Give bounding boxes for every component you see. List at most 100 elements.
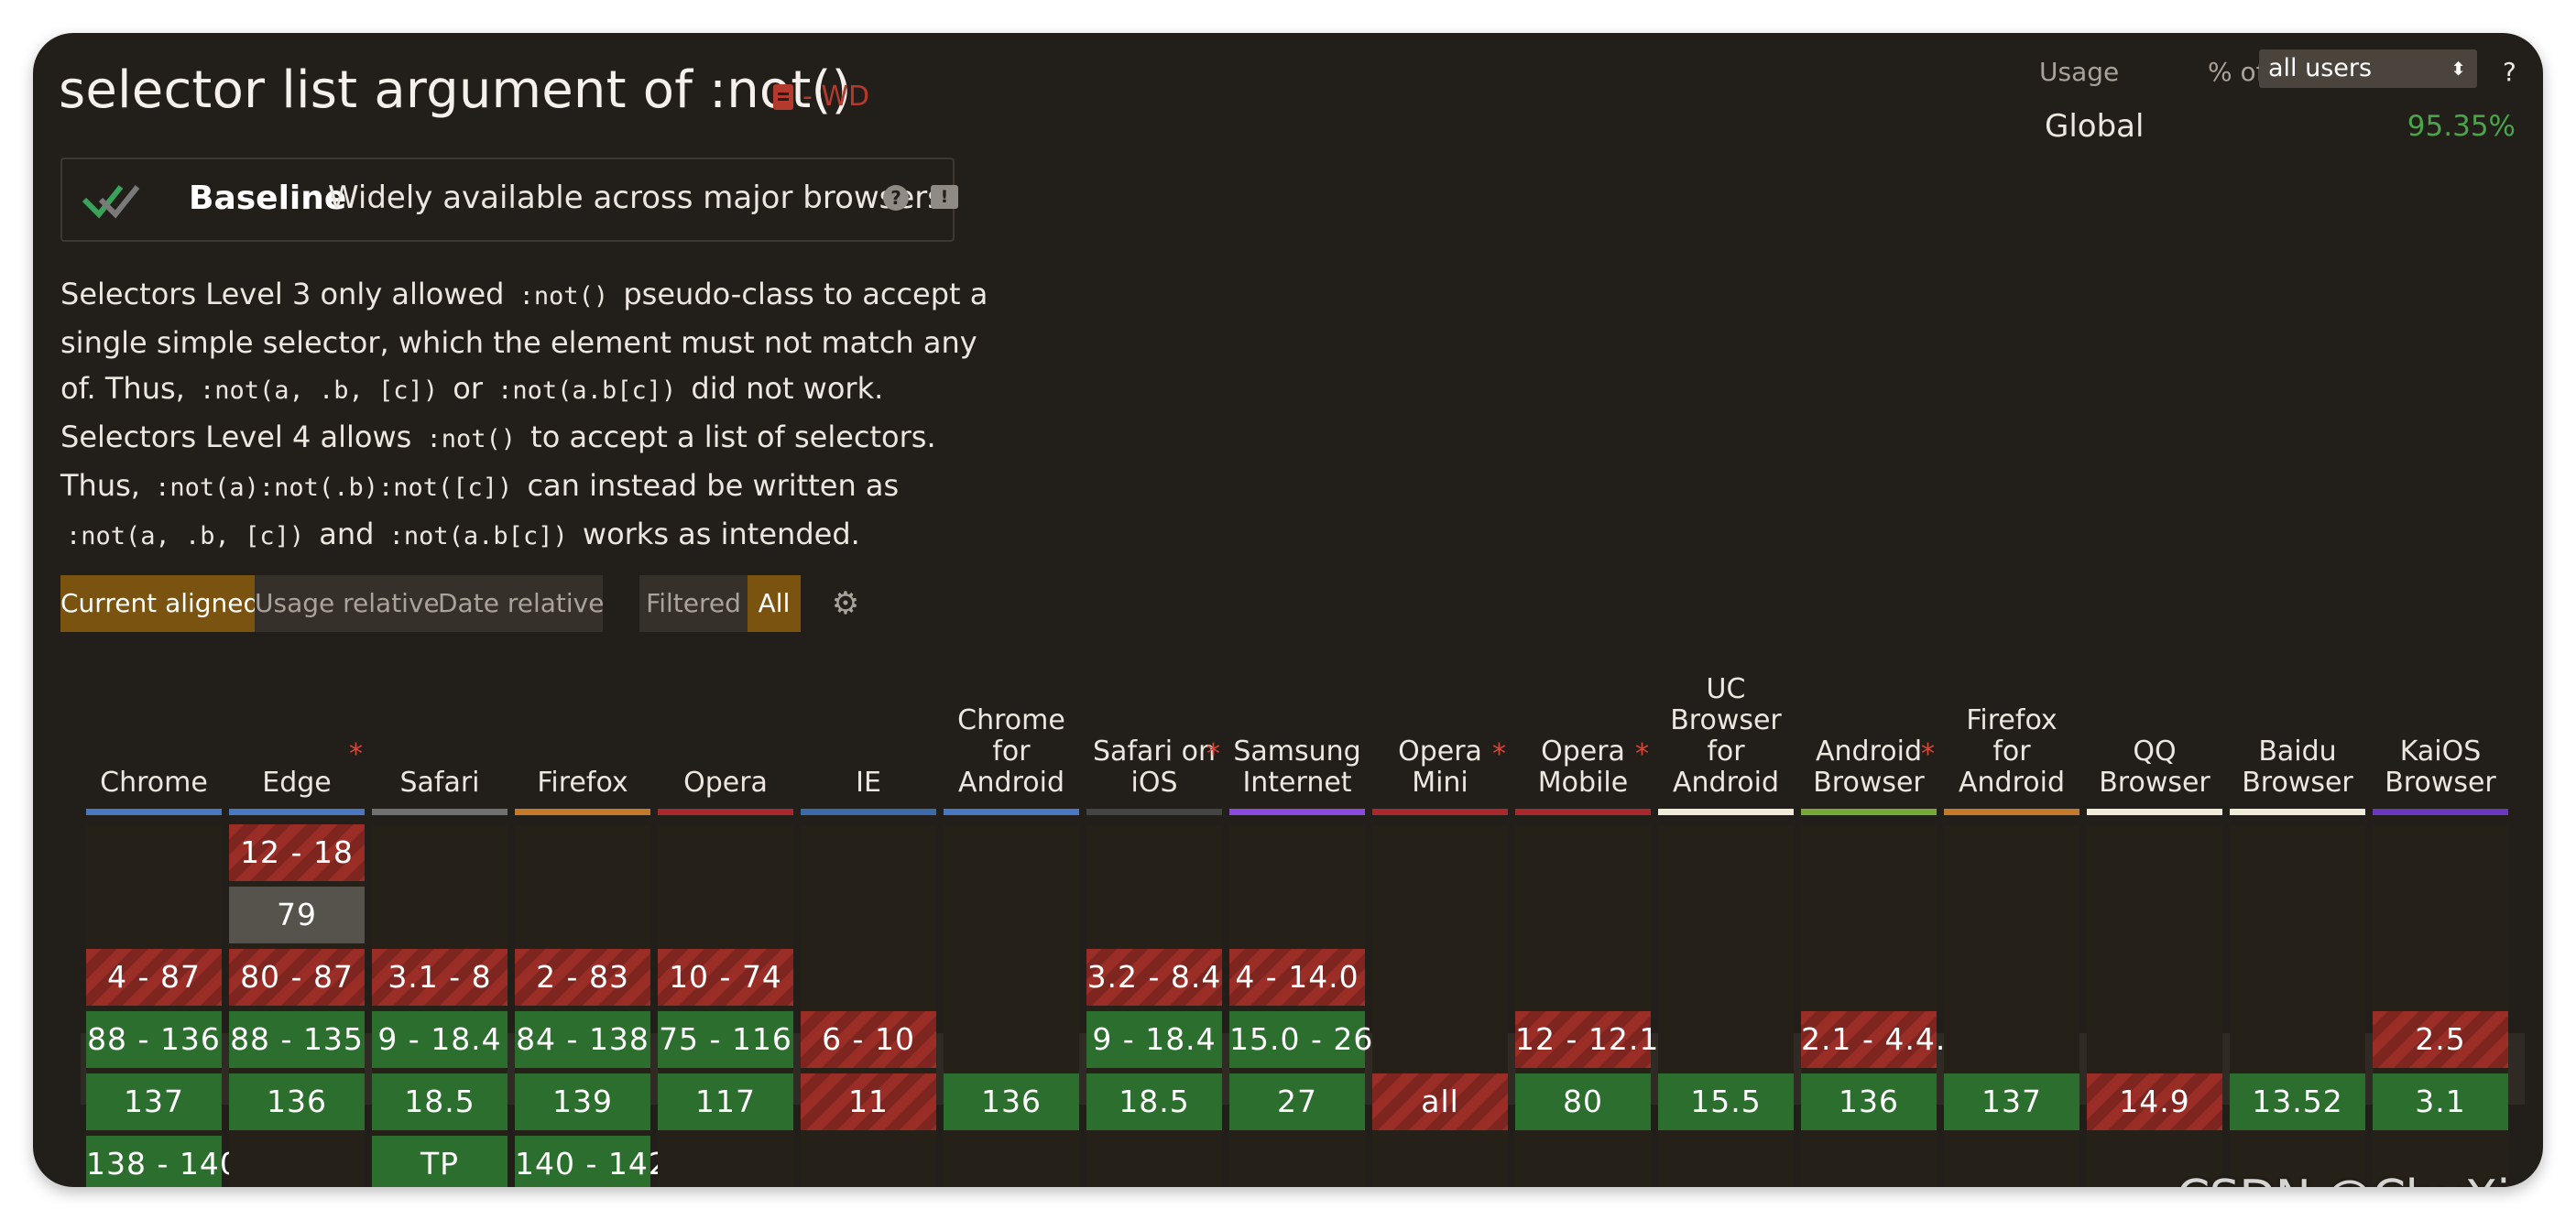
support-cell[interactable]: 10 - 74 (658, 949, 793, 1006)
browser-column (1658, 826, 1794, 1187)
usage-help-link[interactable]: ? (2503, 57, 2516, 87)
browser-name-line: Firefox (537, 767, 628, 799)
support-cell[interactable]: 3.1 - 8 (372, 949, 508, 1006)
support-cell[interactable]: 80 - 87 (229, 949, 365, 1006)
browser-column (515, 826, 650, 1187)
support-cell[interactable]: 12 - 18 (229, 824, 365, 881)
feature-description: Selectors Level 3 only allowed :not() ps… (60, 271, 1013, 560)
spec-status-link[interactable]: - WD (773, 81, 869, 113)
support-cell[interactable]: 9 - 18.4 (372, 1011, 508, 1068)
support-cell[interactable]: 80 (1515, 1073, 1651, 1130)
description-text: single simple selector, which the elemen… (60, 325, 977, 360)
support-cell[interactable]: 88 - 136 (86, 1011, 222, 1068)
browser-name-line: Android (1959, 767, 2065, 799)
browser-name-line: Opera (683, 767, 768, 799)
support-cell[interactable]: 11 (801, 1073, 936, 1130)
all-button[interactable]: All (748, 575, 801, 632)
support-cell[interactable]: 140 - 142 (515, 1136, 668, 1187)
browser-note-star[interactable]: * (1206, 738, 1220, 770)
support-cell[interactable]: all (1372, 1073, 1508, 1130)
browser-note-star[interactable]: * (1635, 738, 1649, 770)
browser-name-line: Android (1673, 767, 1779, 799)
browser-name: Opera Mobile (1515, 736, 1651, 799)
browser-name-line: IE (856, 767, 881, 799)
support-cell[interactable]: 136 (944, 1073, 1079, 1130)
support-cell[interactable]: 3.1 (2373, 1073, 2508, 1130)
support-cell[interactable]: 138 - 140 (86, 1136, 239, 1187)
support-cell[interactable]: 15.5 (1658, 1073, 1794, 1130)
browser-name: UC Browser for Android (1658, 674, 1794, 799)
browser-note-star[interactable]: * (1492, 738, 1506, 770)
browser-color-bar (1086, 809, 1222, 815)
global-usage-label: Global (2045, 108, 2145, 145)
description-text: and (310, 517, 384, 551)
current-aligned-button[interactable]: Current aligned (60, 575, 259, 632)
support-cell[interactable]: 84 - 138 (515, 1011, 650, 1068)
support-cell[interactable]: 18.5 (1086, 1073, 1222, 1130)
support-cell[interactable]: 139 (515, 1073, 650, 1130)
browser-header: Chrome (86, 652, 222, 815)
browser-name-line: Android (1816, 735, 1922, 768)
feedback-icon[interactable]: ! (931, 185, 958, 209)
support-cell[interactable]: 3.2 - 8.4 (1086, 949, 1222, 1006)
support-cell[interactable]: 136 (1801, 1073, 1937, 1130)
support-cell[interactable]: 6 - 10 (801, 1011, 936, 1068)
browser-header: Chrome for Android (944, 652, 1079, 815)
support-cell[interactable]: 15.0 - 26 (1229, 1011, 1372, 1068)
support-cell[interactable]: 9 - 18.4 (1086, 1011, 1222, 1068)
browser-column (801, 826, 936, 1187)
support-cell[interactable]: TP (372, 1136, 508, 1187)
browser-header: KaiOS Browser (2373, 652, 2508, 815)
description-line: single simple selector, which the elemen… (60, 320, 1013, 365)
support-cell[interactable]: 12 - 12.1 (1515, 1011, 1658, 1068)
browser-header: Android Browser * (1801, 652, 1937, 815)
browser-name: IE (801, 768, 936, 799)
browser-header: UC Browser for Android (1658, 652, 1794, 815)
support-cell[interactable]: 137 (86, 1073, 222, 1130)
browser-name-line: KaiOS (2399, 735, 2482, 768)
filtered-button[interactable]: Filtered (639, 575, 748, 632)
support-cell[interactable]: 79 (229, 887, 365, 943)
help-icon[interactable]: ? (883, 185, 909, 211)
support-cell[interactable]: 2 - 83 (515, 949, 650, 1006)
browser-name: Safari (372, 768, 508, 799)
browser-name-line: QQ (2133, 735, 2177, 768)
support-cell[interactable]: 2.5 (2373, 1011, 2508, 1068)
description-text: Selectors Level 3 only allowed (60, 277, 514, 311)
browser-name-line: Android (958, 767, 1064, 799)
date-relative-button[interactable]: Date relative (438, 575, 604, 632)
gear-icon[interactable]: ⚙ (831, 585, 860, 622)
browser-column (1229, 826, 1365, 1187)
support-cell[interactable]: 75 - 116 (658, 1011, 793, 1068)
browser-note-star[interactable]: * (1921, 738, 1935, 770)
support-cell[interactable]: 27 (1229, 1073, 1365, 1130)
support-cell[interactable]: 4 - 14.0 (1229, 949, 1365, 1006)
support-cell[interactable]: 14.9 (2087, 1073, 2222, 1130)
browser-color-bar (658, 809, 793, 815)
browser-name: Opera Mini (1372, 736, 1508, 799)
usage-scope-select[interactable]: all users ⬍ (2259, 49, 2477, 88)
support-cell[interactable]: 137 (1944, 1073, 2079, 1130)
browser-column (944, 826, 1079, 1187)
description-text: Selectors Level 4 allows (60, 419, 421, 454)
support-cell[interactable]: 2.1 - 4.4.4 (1801, 1011, 1965, 1068)
browser-name-line: Firefox for (1966, 704, 2058, 768)
browser-name: Baidu Browser (2230, 736, 2365, 799)
support-cell[interactable]: 88 - 135 (229, 1011, 365, 1068)
browser-color-bar (1944, 809, 2079, 815)
browser-color-bar (1372, 809, 1508, 815)
support-cell[interactable]: 117 (658, 1073, 793, 1130)
page-title: selector list argument of :not() (59, 60, 852, 120)
support-cell[interactable]: 4 - 87 (86, 949, 222, 1006)
description-text: or (443, 371, 493, 406)
browser-note-star[interactable]: * (349, 738, 363, 770)
support-cell[interactable]: 13.52 (2230, 1073, 2365, 1130)
browser-color-bar (1229, 809, 1365, 815)
usage-relative-button[interactable]: Usage relative (255, 575, 440, 632)
browser-name-line: Edge (262, 767, 332, 799)
browser-name-line: iOS (1130, 767, 1178, 799)
support-cell[interactable]: 136 (229, 1073, 365, 1130)
browser-color-bar (1515, 809, 1651, 815)
browser-name: Firefox for Android (1944, 705, 2079, 799)
support-cell[interactable]: 18.5 (372, 1073, 508, 1130)
